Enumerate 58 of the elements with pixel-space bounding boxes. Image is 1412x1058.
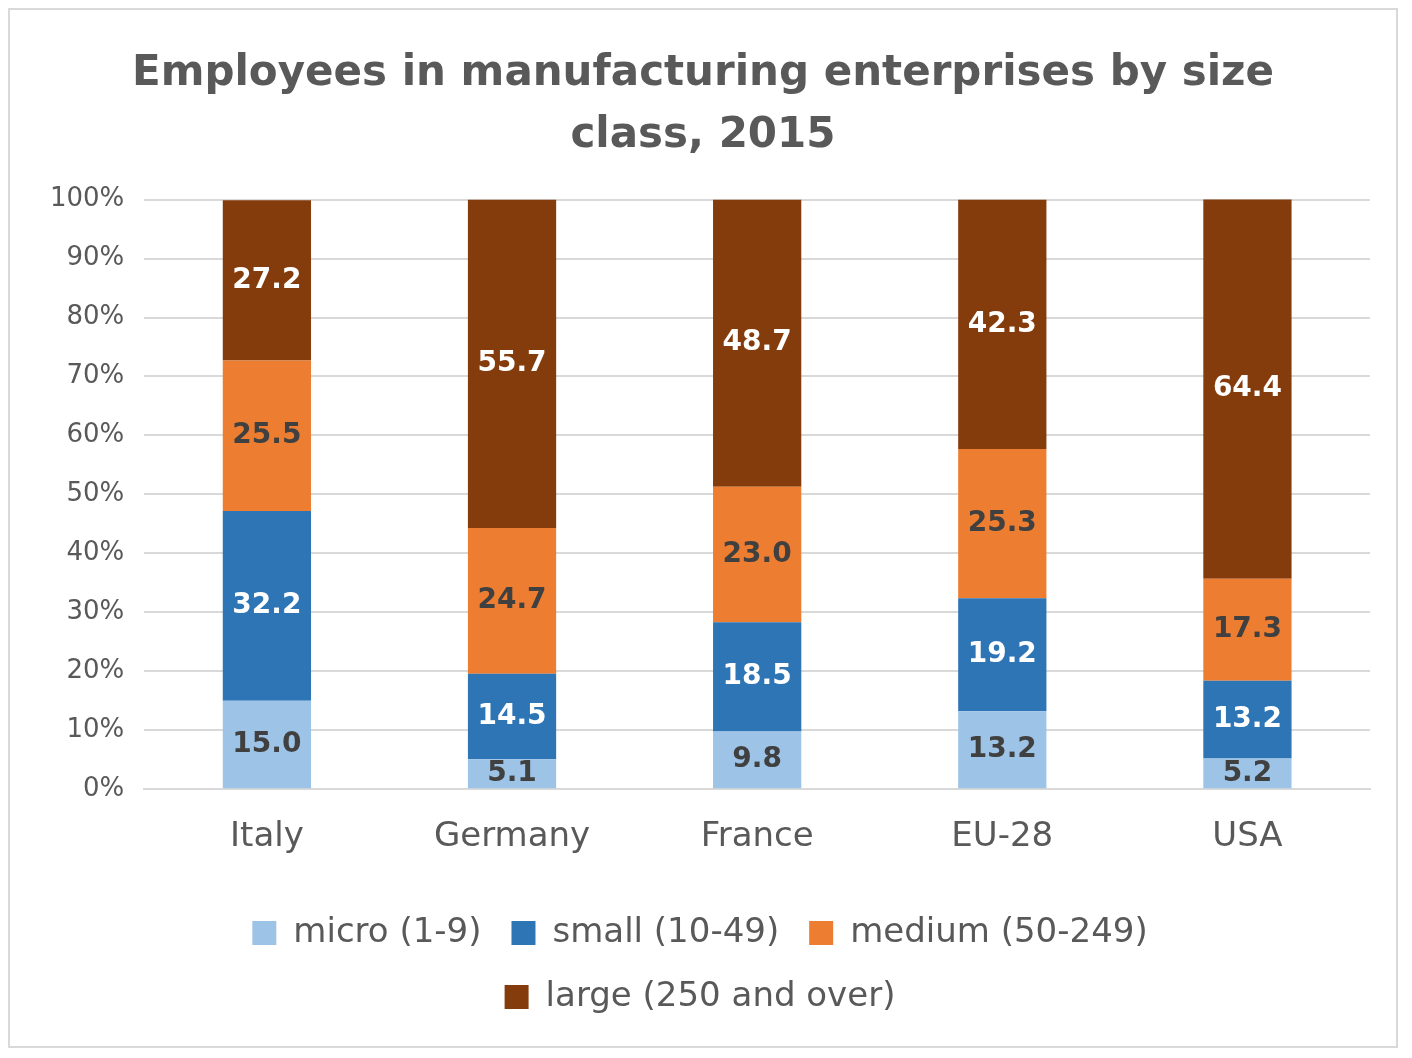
bar — [1203, 578, 1292, 681]
bar — [958, 711, 1047, 789]
data-label: 5.2 — [1222, 754, 1273, 788]
data-label: 55.7 — [477, 345, 547, 379]
data-label: 48.7 — [722, 324, 792, 358]
bar — [1203, 680, 1292, 759]
y-tick-label: 70% — [66, 359, 125, 390]
bar — [222, 360, 312, 511]
legend-label: medium (50-249) — [850, 909, 1148, 950]
y-tick-label: 30% — [66, 595, 125, 626]
data-label: 19.2 — [967, 636, 1037, 670]
data-label: 32.2 — [232, 587, 302, 621]
x-tick-label: France — [700, 814, 814, 855]
bar — [467, 199, 557, 529]
y-tick-label: 100% — [49, 182, 125, 213]
data-label: 15.0 — [232, 725, 302, 759]
data-label: 5.1 — [487, 754, 537, 788]
y-tick-label: 10% — [66, 712, 125, 743]
data-label: 64.4 — [1212, 370, 1282, 404]
x-tick-label: USA — [1212, 814, 1283, 855]
bar — [958, 199, 1047, 449]
bar — [222, 200, 312, 361]
y-tick-label: 90% — [66, 241, 125, 272]
data-label: 17.3 — [1212, 610, 1282, 644]
data-label: 27.2 — [232, 261, 302, 295]
bar — [958, 598, 1047, 712]
bar — [713, 622, 802, 732]
y-tick-label: 50% — [66, 477, 125, 508]
bar — [222, 510, 312, 701]
x-tick-label: EU-28 — [951, 814, 1054, 855]
y-tick-label: 20% — [66, 654, 125, 685]
y-tick-label: 80% — [66, 300, 125, 331]
y-tick-label: 0% — [83, 771, 125, 802]
data-label: 24.7 — [477, 582, 547, 616]
y-tick-label: 60% — [66, 418, 125, 449]
data-label: 23.0 — [722, 535, 792, 569]
data-label: 25.5 — [232, 417, 302, 451]
y-tick-label: 40% — [66, 536, 125, 567]
legend-label: micro (1-9) — [293, 909, 482, 950]
bar — [958, 449, 1047, 599]
bar — [713, 486, 802, 623]
x-tick-label: Italy — [230, 814, 304, 855]
data-label: 18.5 — [722, 658, 792, 692]
data-label: 25.3 — [967, 504, 1037, 538]
data-label: 9.8 — [732, 741, 782, 775]
bar — [467, 528, 557, 674]
data-label: 42.3 — [967, 305, 1037, 339]
legend-label: large (250 and over) — [545, 973, 896, 1014]
bar — [713, 199, 802, 487]
bar — [222, 700, 312, 789]
data-label: 13.2 — [1212, 700, 1282, 734]
legend-label: small (10-49) — [552, 909, 780, 950]
bar — [467, 673, 557, 760]
bar — [1203, 199, 1292, 579]
chart-title: Employees in manufacturing enterprises by size class, 2015 — [130, 45, 1276, 159]
data-label: 14.5 — [477, 697, 547, 731]
x-tick-label: Germany — [433, 814, 591, 855]
data-label: 13.2 — [967, 731, 1037, 765]
